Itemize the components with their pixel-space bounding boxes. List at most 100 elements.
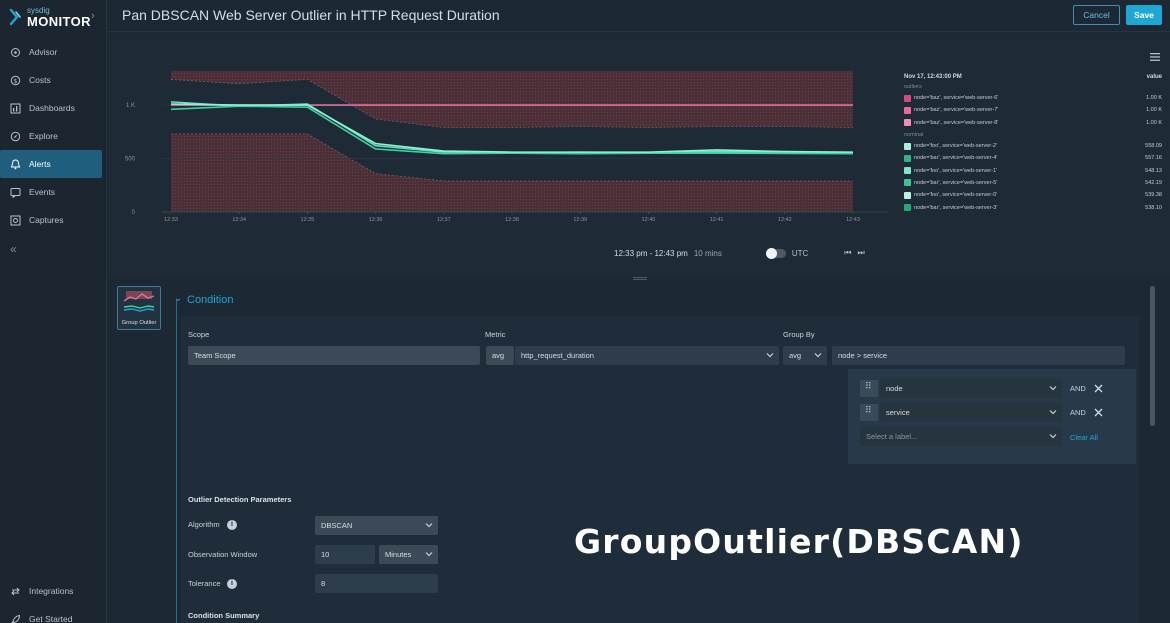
sidebar: sysdig MONITOR › Advisor $ Costs Dashboards… [0, 0, 107, 623]
metric-aggregation[interactable]: avg [486, 346, 514, 365]
chart-panel: 0 500 1 K 12:33 12:34 12:35 12:36 12:37 12:38 12:… [108, 33, 1170, 277]
legend-swatch [904, 142, 911, 150]
outlier-chart-icon [123, 291, 155, 312]
save-button[interactable]: Save [1126, 5, 1162, 25]
legend-row[interactable]: node='foo', service='web-server-1' 548.13 [904, 164, 1162, 176]
sidebar-item-integrations[interactable]: Integrations [0, 577, 107, 605]
add-label-select[interactable]: Select a label... [860, 427, 1062, 446]
rocket-icon [11, 614, 21, 623]
sidebar-item-dashboards[interactable]: Dashboards [0, 94, 107, 122]
sidebar-item-get-started[interactable]: Get Started [0, 605, 107, 623]
chevron-down-icon [814, 353, 822, 358]
chevron-down-icon [1049, 410, 1057, 415]
scope-input[interactable]: Team Scope [188, 346, 480, 365]
window-input[interactable]: 10 [315, 545, 375, 564]
groupby-row-label: node [886, 384, 903, 393]
info-icon[interactable]: i [227, 579, 237, 589]
legend-series-value: 548.13 [1145, 167, 1162, 174]
x-tick-label: 12:38 [505, 217, 519, 223]
sidebar-item-label: Alerts [29, 159, 51, 169]
legend-series-name: node='foo', service='web-server-2' [914, 143, 998, 150]
legend-row[interactable]: node='baz', service='web-server-7' 1.00 K [904, 104, 1162, 116]
legend-swatch [904, 119, 911, 127]
legend-series-value: 558.09 [1145, 143, 1162, 150]
legend-row[interactable]: node='bar', service='web-server-4' 557.16 [904, 152, 1162, 164]
drag-handle-icon[interactable] [860, 380, 878, 397]
chevron-right-icon[interactable]: › [91, 10, 95, 22]
x-tick-label: 12:43 [846, 217, 860, 223]
brand-logo[interactable]: sysdig MONITOR [8, 6, 91, 28]
legend-value-header: value [1146, 74, 1162, 80]
legend-series-value: 1.00 K [1146, 95, 1162, 102]
legend-series-value: 542.19 [1145, 179, 1162, 186]
x-tick-label: 12:33 [164, 217, 178, 223]
chevron-down-icon [425, 523, 433, 528]
metric-select[interactable]: http_request_duration [515, 346, 779, 365]
captures-icon [10, 215, 21, 225]
sidebar-item-advisor[interactable]: Advisor [0, 38, 107, 66]
scrollbar[interactable] [1150, 286, 1155, 426]
drag-handle-icon[interactable] [860, 404, 878, 421]
integrations-icon [11, 587, 20, 595]
info-icon[interactable]: i [227, 520, 237, 530]
groupby-label-select[interactable]: service [880, 403, 1062, 422]
sidebar-item-alerts[interactable]: Alerts [0, 150, 102, 178]
time-nav-arrows: ⏮ ⏭ [844, 248, 864, 258]
brand-small: sysdig [27, 6, 50, 15]
algorithm-value: DBSCAN [321, 521, 353, 530]
group-outlier-card[interactable]: Group Outlier [117, 286, 161, 330]
legend-row[interactable]: node='foo', service='web-server-2' 558.09 [904, 140, 1162, 152]
legend-row[interactable]: node='baz', service='web-server-6' 1.00 K [904, 92, 1162, 104]
condition-form: Scope Team Scope Metric avg http_request… [181, 316, 1139, 623]
and-operator: AND [1070, 408, 1086, 417]
cancel-button[interactable]: Cancel [1073, 5, 1120, 25]
skip-back-icon[interactable]: ⏮ [844, 248, 852, 257]
clear-all-link[interactable]: Clear All [1070, 433, 1098, 442]
window-unit-value: Minutes [385, 550, 412, 559]
summary-title: Condition Summary [188, 611, 260, 620]
band-lower-area [171, 133, 853, 212]
utc-toggle[interactable] [765, 247, 786, 259]
scope-label: Scope [188, 330, 210, 339]
x-tick-label: 12:34 [232, 217, 246, 223]
sidebar-item-label: Get Started [29, 614, 73, 623]
collapse-sidebar-icon[interactable]: « [10, 242, 17, 256]
tolerance-input[interactable]: 8 [315, 574, 438, 593]
skip-forward-icon[interactable]: ⏭ [857, 248, 865, 257]
sidebar-item-captures[interactable]: Captures [0, 206, 107, 234]
legend-series-value: 1.00 K [1146, 119, 1162, 126]
window-label: Observation Window [188, 550, 258, 559]
sidebar-item-costs[interactable]: $ Costs [0, 66, 107, 94]
sidebar-item-events[interactable]: Events [0, 178, 107, 206]
legend-series-name: node='bar', service='web-server-3' [914, 204, 998, 211]
sidebar-item-label: Dashboards [29, 103, 75, 113]
algorithm-select[interactable]: DBSCAN [315, 516, 438, 535]
page-title: Pan DBSCAN Web Server Outlier in HTTP Re… [122, 7, 500, 23]
legend-swatch [904, 94, 911, 102]
close-icon[interactable] [1094, 384, 1103, 393]
groupby-label-select[interactable]: node [880, 379, 1062, 398]
legend-swatch [904, 204, 911, 212]
chevron-down-icon[interactable]: ⌄ [174, 293, 183, 304]
resize-handle[interactable] [633, 277, 647, 280]
legend-series-value: 538.10 [1145, 204, 1162, 211]
legend-row[interactable]: node='bar', service='web-server-3' 538.10 [904, 201, 1162, 213]
legend-row[interactable]: node='foo', service='web-server-0' 539.38 [904, 189, 1162, 201]
events-icon [10, 187, 21, 198]
groupby-aggregation[interactable]: avg [783, 346, 827, 365]
sidebar-item-label: Captures [29, 215, 64, 225]
groupby-input[interactable]: node > service [832, 346, 1125, 365]
legend-menu-icon[interactable] [1150, 53, 1160, 61]
legend-row[interactable]: node='baz', service='web-server-8' 1.00 K [904, 117, 1162, 129]
x-tick-label: 12:41 [710, 217, 724, 223]
legend-row[interactable]: node='bar', service='web-server-5' 542.19 [904, 177, 1162, 189]
metric-label: Metric [485, 330, 506, 339]
window-unit-select[interactable]: Minutes [379, 545, 438, 564]
legend-group-label: nominal [904, 131, 924, 138]
sidebar-item-explore[interactable]: Explore [0, 122, 107, 150]
close-icon[interactable] [1094, 408, 1103, 417]
time-range[interactable]: 12:33 pm - 12:43 pm [614, 248, 688, 258]
condition-title[interactable]: Condition [187, 294, 234, 306]
x-tick-label: 12:40 [642, 217, 656, 223]
